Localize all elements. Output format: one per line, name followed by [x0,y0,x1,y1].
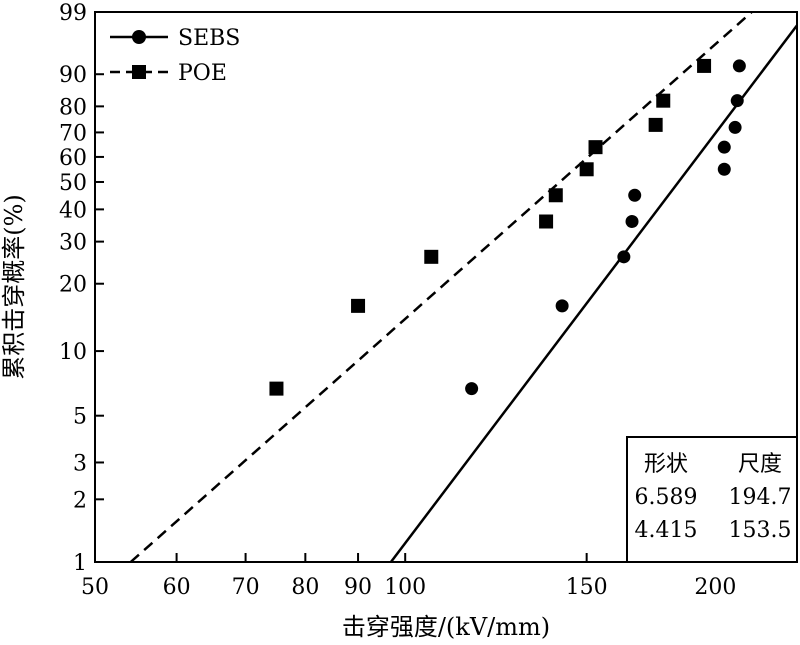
parameter-poe-shape: 4.415 [635,518,698,543]
y-tick-label-2: 2 [73,488,87,513]
parameter-table: 形状 尺度 6.589 194.7 4.415 153.5 [626,436,798,563]
y-tick-label-99: 99 [59,1,87,26]
parameter-poe-scale: 153.5 [729,518,792,543]
data-point-sebs-1 [465,382,479,396]
legend-marker-sebs [132,30,146,44]
parameter-table-frame [626,436,798,563]
data-point-poe-1 [269,381,284,396]
data-point-sebs-10 [732,59,746,73]
y-tick-label-5: 5 [73,405,87,430]
x-tick-label-70: 70 [232,575,260,600]
y-tick-label-60: 60 [59,146,87,171]
data-point-poe-4 [539,214,554,229]
parameter-sebs-shape: 6.589 [635,485,698,510]
legend-label-sebs: SEBS [178,26,240,51]
data-point-poe-9 [656,93,671,108]
fit-line-poe [129,11,753,563]
data-point-sebs-5 [628,188,642,202]
data-point-sebs-8 [728,120,742,134]
y-tick-label-1: 1 [73,551,87,576]
y-axis-title: 累积击穿概率(%) [0,194,28,380]
data-point-poe-7 [588,140,603,155]
fit-line-sebs [389,24,798,563]
y-tick-label-90: 90 [59,63,87,88]
x-axis-title: 击穿强度/(kV/mm) [342,613,550,641]
y-tick-label-20: 20 [59,273,87,298]
parameter-header-scale: 尺度 [738,452,782,477]
data-point-poe-8 [648,117,663,132]
y-tick-label-70: 70 [59,121,87,146]
data-point-poe-3 [424,249,439,264]
x-tick-label-80: 80 [291,575,319,600]
y-tick-label-50: 50 [59,171,87,196]
y-tick-label-3: 3 [73,451,87,476]
x-tick-label-60: 60 [163,575,191,600]
x-axis: 50 60 70 80 90 100 150 200 [81,553,736,600]
data-point-sebs-2 [555,299,569,313]
data-point-poe-5 [548,188,563,203]
fit-lines [129,11,798,563]
y-tick-label-30: 30 [59,231,87,256]
data-point-sebs-6 [717,162,731,176]
x-tick-label-100: 100 [384,575,426,600]
parameter-header-shape: 形状 [644,452,688,477]
legend: SEBS POE [110,26,240,86]
x-tick-label-200: 200 [694,575,736,600]
data-markers [269,58,746,396]
x-tick-label-50: 50 [81,575,109,600]
legend-label-poe: POE [178,61,227,86]
y-tick-label-10: 10 [59,340,87,365]
data-point-sebs-9 [730,94,744,108]
plot-frame [94,11,798,563]
parameter-sebs-scale: 194.7 [729,485,792,510]
x-tick-label-150: 150 [566,575,608,600]
x-tick-label-90: 90 [344,575,372,600]
plot-area: 50 60 70 80 90 100 150 200 12351020304050607080… [59,1,798,600]
data-point-poe-10 [697,58,712,73]
data-point-sebs-7 [717,140,731,154]
data-point-sebs-4 [625,215,639,229]
data-point-sebs-3 [617,250,631,264]
data-point-poe-6 [579,162,594,177]
y-tick-label-40: 40 [59,198,87,223]
y-tick-label-80: 80 [59,95,87,120]
legend-marker-poe [132,65,146,79]
data-point-poe-2 [351,298,366,313]
